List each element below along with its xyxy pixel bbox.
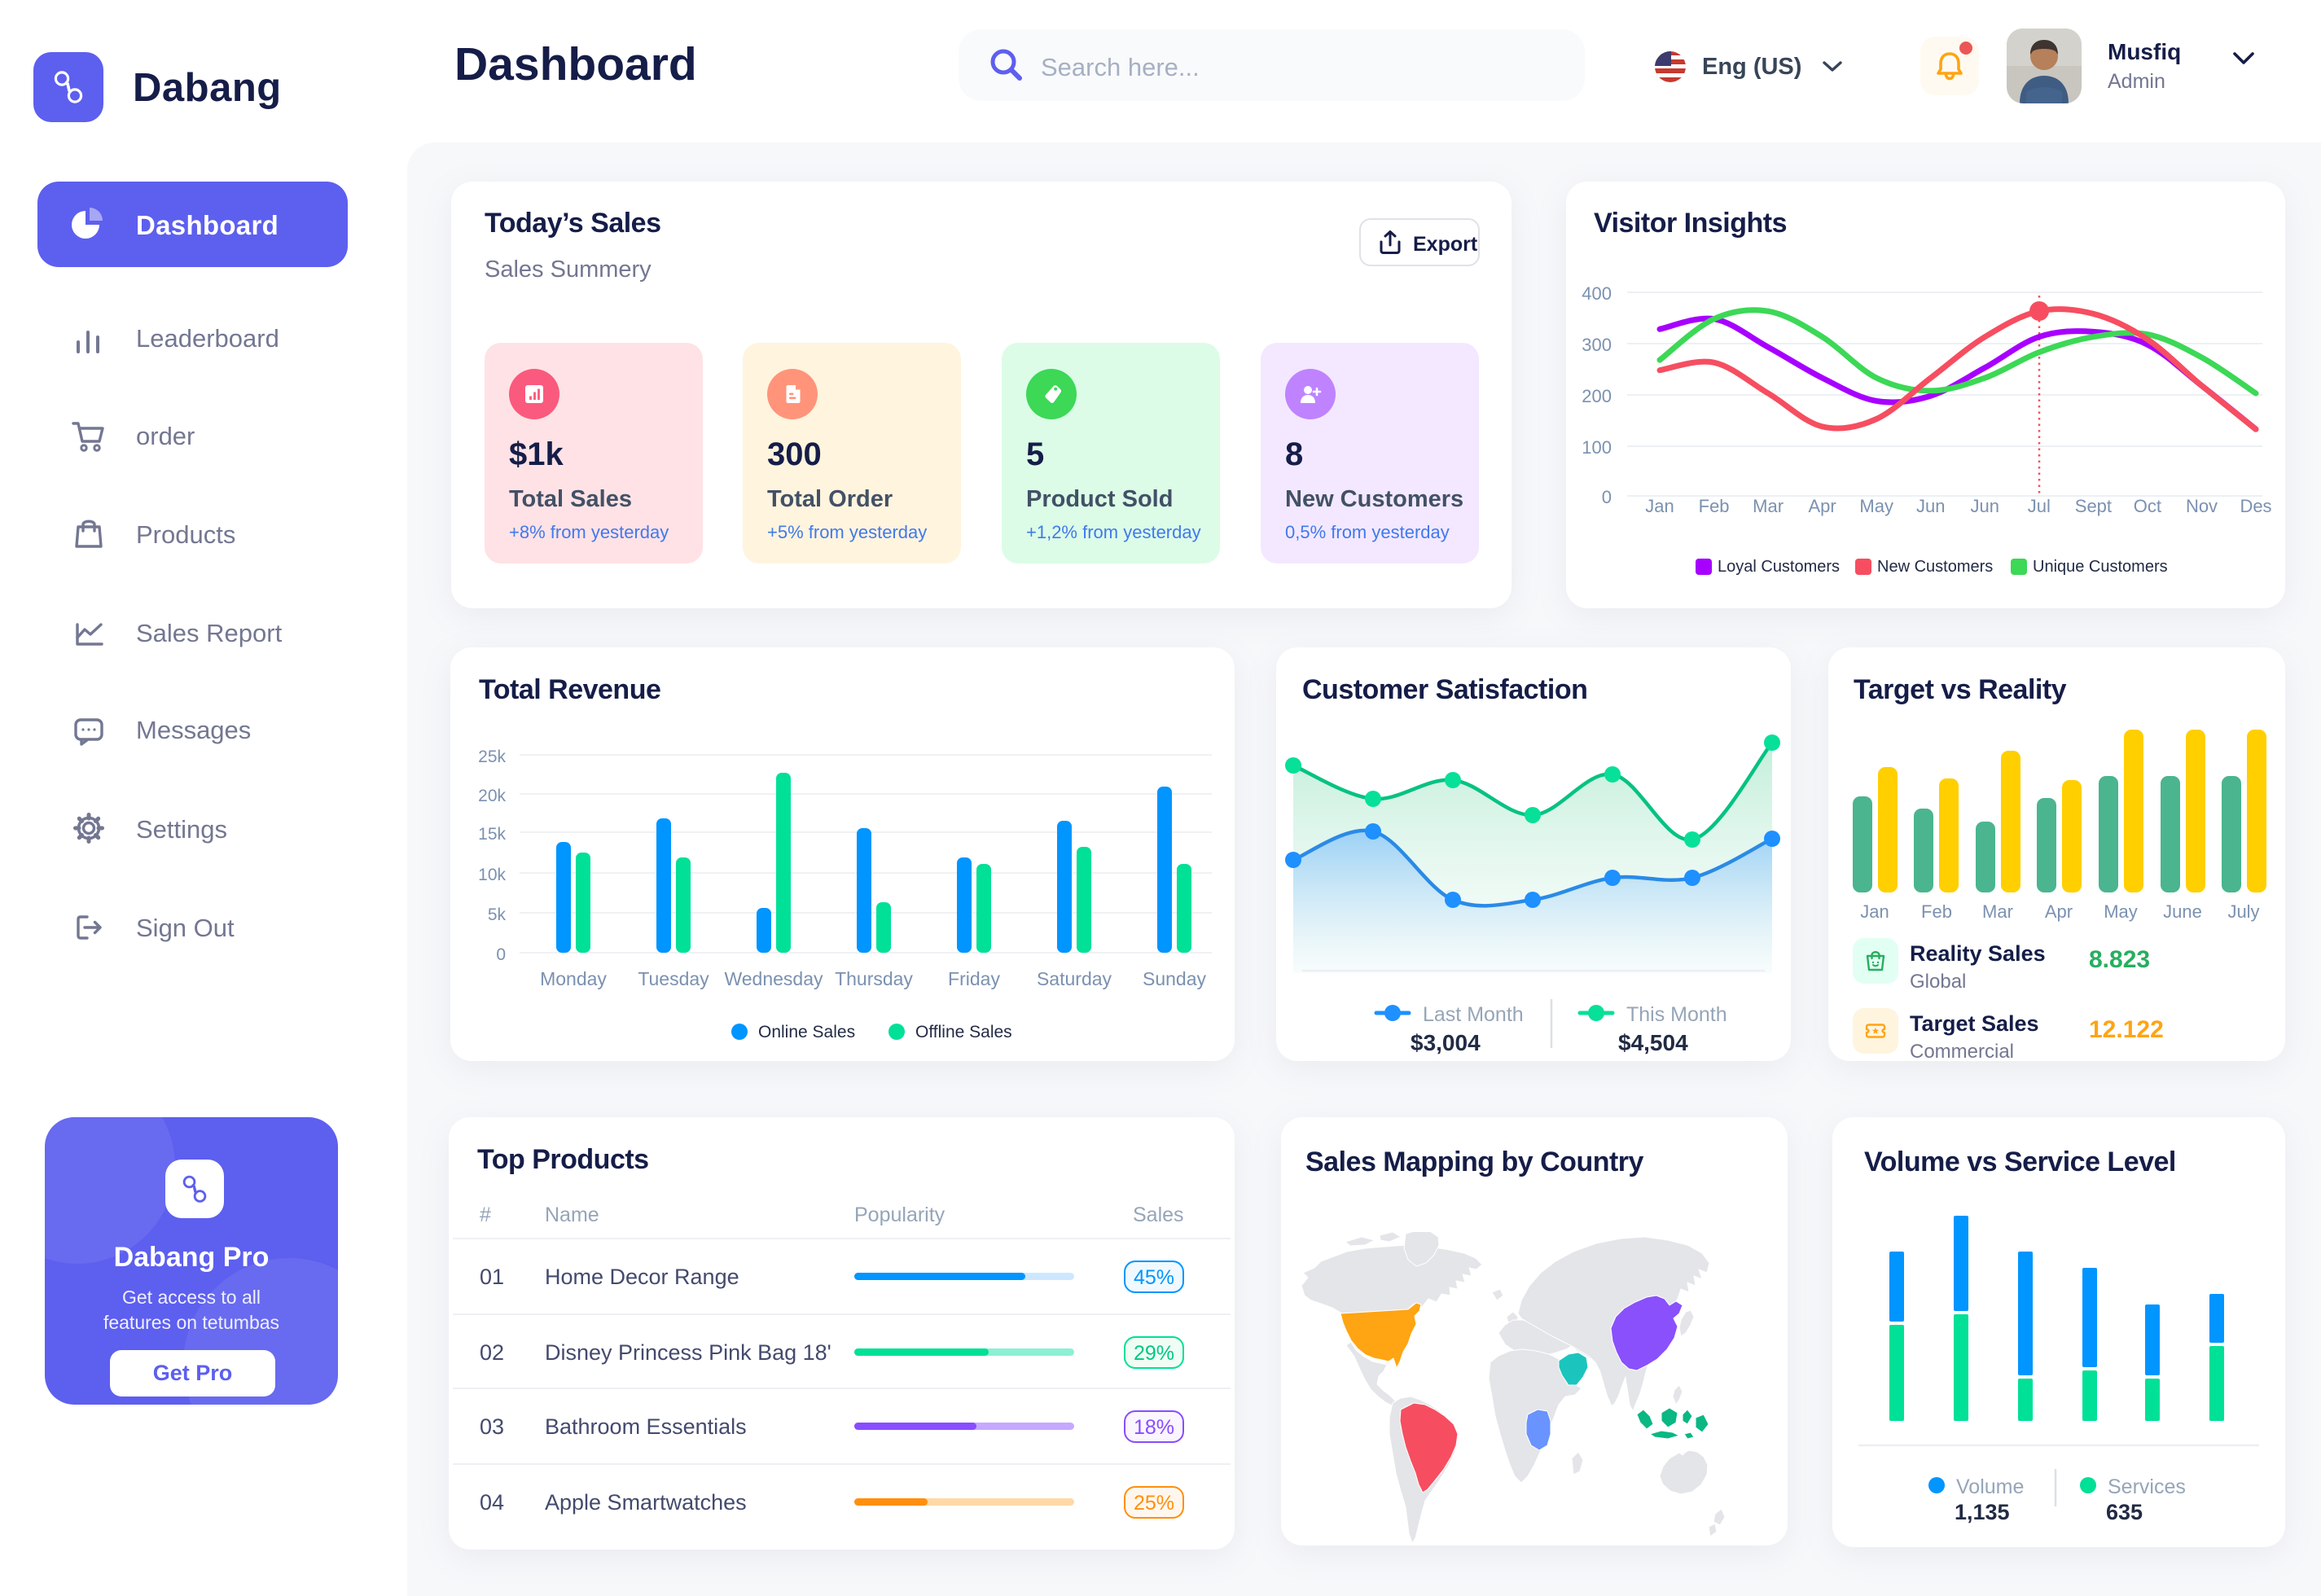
svg-text:Nov: Nov xyxy=(2186,496,2218,516)
svg-text:June: June xyxy=(2163,901,2202,922)
svg-text:Jan: Jan xyxy=(1645,496,1674,516)
svg-text:New Customers: New Customers xyxy=(1877,558,1993,576)
svg-text:Apr: Apr xyxy=(1808,496,1836,516)
svg-text:Offline Sales: Offline Sales xyxy=(915,1023,1012,1041)
svg-text:Wednesday: Wednesday xyxy=(724,968,823,989)
svg-text:635: 635 xyxy=(2106,1500,2143,1524)
svg-text:Friday: Friday xyxy=(948,968,1000,989)
svg-text:0: 0 xyxy=(496,945,506,964)
svg-text:Des: Des xyxy=(2240,496,2271,516)
svg-text:Feb: Feb xyxy=(1921,901,1952,922)
svg-text:Saturday: Saturday xyxy=(1037,968,1112,989)
svg-text:25k: 25k xyxy=(478,748,506,766)
svg-text:Jun: Jun xyxy=(1916,496,1945,516)
svg-text:Sunday: Sunday xyxy=(1143,968,1207,989)
svg-text:Unique Customers: Unique Customers xyxy=(2033,558,2168,576)
svg-text:Mar: Mar xyxy=(1982,901,2013,922)
svg-text:1,135: 1,135 xyxy=(1955,1500,2010,1524)
svg-text:Oct: Oct xyxy=(2134,496,2161,516)
svg-text:Sept: Sept xyxy=(2075,496,2112,516)
svg-text:Services: Services xyxy=(2108,1475,2186,1498)
svg-text:Thursday: Thursday xyxy=(835,968,913,989)
svg-text:10k: 10k xyxy=(478,866,506,884)
svg-text:Jan: Jan xyxy=(1860,901,1889,922)
svg-text:July: July xyxy=(2227,901,2259,922)
svg-text:Last Month: Last Month xyxy=(1423,1003,1524,1026)
svg-text:5k: 5k xyxy=(488,905,507,924)
svg-text:Jul: Jul xyxy=(2028,496,2051,516)
svg-text:Volume: Volume xyxy=(1956,1475,2024,1498)
svg-text:Monday: Monday xyxy=(540,968,607,989)
svg-text:300: 300 xyxy=(1582,335,1612,355)
svg-text:400: 400 xyxy=(1582,283,1612,304)
svg-text:May: May xyxy=(2104,901,2138,922)
svg-text:This Month: This Month xyxy=(1626,1003,1727,1026)
svg-text:Mar: Mar xyxy=(1753,496,1784,516)
svg-text:200: 200 xyxy=(1582,386,1612,406)
svg-text:Loyal Customers: Loyal Customers xyxy=(1718,558,1840,576)
svg-text:May: May xyxy=(1859,496,1893,516)
svg-text:$4,504: $4,504 xyxy=(1618,1030,1688,1055)
svg-text:Online Sales: Online Sales xyxy=(758,1023,855,1041)
svg-text:100: 100 xyxy=(1582,437,1612,458)
svg-text:20k: 20k xyxy=(478,787,506,805)
svg-text:Tuesday: Tuesday xyxy=(638,968,709,989)
svg-text:$3,004: $3,004 xyxy=(1411,1030,1481,1055)
svg-text:15k: 15k xyxy=(478,825,506,844)
svg-text:Feb: Feb xyxy=(1699,496,1730,516)
svg-text:Apr: Apr xyxy=(2045,901,2073,922)
svg-text:0: 0 xyxy=(1602,487,1612,507)
svg-text:Jun: Jun xyxy=(1971,496,1999,516)
